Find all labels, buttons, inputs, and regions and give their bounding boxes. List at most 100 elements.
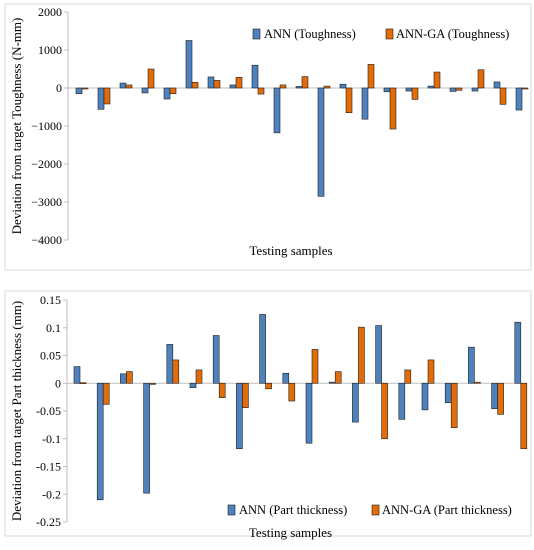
bar-series-2 (172, 359, 180, 384)
bar-series-2 (520, 382, 528, 450)
bar-series-2 (218, 382, 226, 398)
y-tick-label: 2000 (38, 5, 62, 19)
bar-series-2 (381, 382, 388, 440)
legend-swatch (371, 504, 380, 516)
bar-series-1 (273, 87, 281, 134)
bar-series-2 (103, 87, 111, 105)
bar-series-1 (207, 76, 215, 89)
y-tick-label: −1000 (31, 119, 62, 133)
y-axis-label: Deviation from target Part thickness (mm… (9, 301, 24, 521)
y-tick-label: 1000 (38, 43, 62, 57)
bar-series-2 (433, 71, 441, 89)
bar-series-2 (102, 382, 110, 405)
bar-series-1 (449, 87, 457, 92)
bar-series-1 (75, 87, 83, 94)
bar-series-1 (141, 87, 149, 94)
bar-series-1 (493, 81, 501, 89)
bar-series-1 (166, 344, 174, 384)
legend-label: ANN-GA (Part thickness) (382, 503, 512, 517)
bar-series-2 (79, 382, 87, 384)
bar-series-1 (361, 87, 369, 120)
bar-series-2 (404, 369, 412, 384)
bar-series-1 (421, 382, 429, 411)
bar-series-2 (126, 371, 133, 384)
bar-series-2 (288, 382, 296, 402)
bar-series-1 (515, 87, 523, 111)
bar-series-1 (143, 382, 150, 494)
x-axis-label: Testing samples (249, 525, 332, 540)
bar-series-2 (497, 382, 504, 415)
y-tick-label: −4000 (31, 233, 62, 247)
bar-series-1 (119, 82, 127, 89)
bar-series-2 (521, 87, 529, 90)
bar-series-1 (73, 366, 81, 384)
bar-series-2 (191, 82, 199, 89)
y-tick-label: 0 (56, 81, 62, 95)
bar-series-2 (279, 84, 287, 89)
bar-series-2 (257, 87, 265, 95)
chart-part-thickness: 0.15 0.1 0.05 0 -0.05 -0.1 -0.15 -0.2 -0.25 ANN (… (4, 290, 532, 540)
bar-series-1 (189, 382, 197, 388)
bar-series-1 (295, 86, 303, 89)
bar-series-1 (259, 314, 266, 384)
bar-series-2 (81, 87, 89, 90)
bar-series-2 (358, 326, 365, 384)
bar-series-1 (328, 381, 336, 384)
y-tick-label: -0.15 (36, 460, 61, 474)
legend-label: ANN-GA (Toughness) (396, 27, 509, 41)
legend-swatch (252, 28, 261, 40)
y-tick-label: -0.05 (36, 404, 61, 418)
bar-series-2 (213, 80, 221, 89)
bar-series-2 (474, 381, 481, 384)
bar-series-2 (477, 69, 485, 89)
bar-series-1 (317, 87, 325, 197)
bar-series-2 (265, 382, 272, 390)
bar-series-2 (125, 84, 133, 89)
bar-series-1 (185, 40, 193, 89)
bar-series-2 (367, 64, 375, 89)
y-tick-label: −2000 (31, 157, 62, 171)
bar-series-1 (236, 382, 243, 450)
bar-series-1 (352, 382, 359, 423)
bar-series-1 (471, 87, 479, 92)
y-tick-label: 0.05 (40, 349, 61, 363)
y-tick-label: −3000 (31, 195, 62, 209)
bar-series-1 (120, 373, 127, 384)
bar-series-2 (235, 77, 243, 89)
bar-series-2 (455, 87, 463, 91)
y-tick-label: 0.1 (46, 321, 61, 335)
bar-series-1 (383, 87, 391, 93)
bar-series-1 (339, 83, 347, 89)
y-tick-label: -0.25 (36, 515, 61, 529)
bar-series-2 (450, 382, 458, 428)
y-tick-label: -0.2 (42, 487, 61, 501)
bar-series-2 (147, 68, 155, 89)
bar-series-1 (405, 87, 413, 92)
bar-series-2 (499, 87, 507, 105)
bar-series-2 (149, 382, 156, 385)
bar-series-2 (334, 371, 342, 384)
bar-series-1 (212, 335, 220, 384)
bar-series-1 (282, 372, 290, 384)
x-axis-label: Testing samples (249, 243, 332, 258)
bar-series-1 (97, 87, 105, 110)
bar-series-1 (398, 382, 406, 420)
bar-series-2 (411, 87, 419, 100)
legend-label: ANN (Toughness) (264, 27, 356, 41)
bar-series-1 (251, 64, 259, 89)
bar-series-1 (229, 84, 237, 89)
bar-series-1 (96, 382, 104, 501)
bar-series-1 (163, 87, 171, 100)
chart-frame (4, 3, 532, 271)
bar-series-1 (305, 382, 313, 444)
bar-series-2 (195, 369, 203, 384)
bar-series-1 (491, 382, 498, 410)
bar-series-1 (514, 321, 522, 384)
bar-series-2 (323, 85, 331, 89)
chart-frame (4, 290, 532, 537)
bar-series-2 (169, 87, 177, 94)
bar-series-1 (427, 85, 435, 89)
bar-series-1 (468, 346, 475, 384)
bar-series-2 (242, 382, 249, 408)
